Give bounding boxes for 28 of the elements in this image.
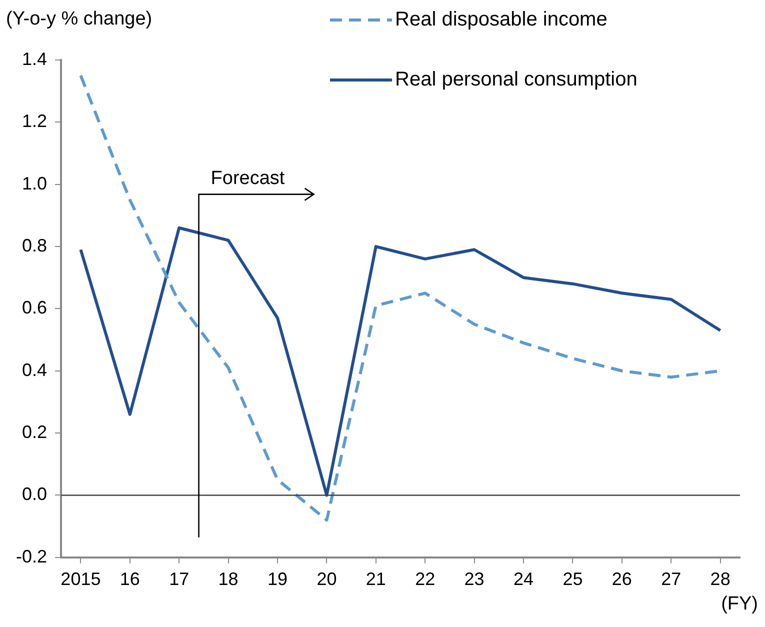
y-tick-label: 0.6 bbox=[22, 298, 48, 318]
y-tick-label: 1.2 bbox=[22, 111, 48, 132]
x-tick-label: 21 bbox=[366, 569, 386, 590]
x-tick-label: 25 bbox=[562, 569, 583, 590]
x-tick-label: 19 bbox=[267, 569, 288, 590]
x-tick-label: 23 bbox=[464, 569, 484, 590]
x-tick-label: 17 bbox=[169, 569, 190, 590]
x-axis-title: (FY) bbox=[721, 594, 758, 615]
y-tick-label: 0.2 bbox=[22, 422, 48, 442]
y-tick-label: 0.0 bbox=[22, 484, 48, 504]
y-tick-label: 1.4 bbox=[22, 48, 48, 69]
y-tick-label: 1.0 bbox=[22, 173, 48, 194]
x-tick-label: 27 bbox=[661, 569, 682, 590]
x-tick-label: 16 bbox=[120, 569, 140, 590]
x-tick-label: 20 bbox=[316, 569, 337, 590]
y-tick-label: 0.8 bbox=[22, 235, 48, 256]
ref-line-label: Forecast bbox=[210, 168, 286, 190]
x-tick-label: 22 bbox=[415, 569, 436, 590]
x-tick-label: 26 bbox=[612, 569, 632, 590]
x-tick-label: 2015 bbox=[60, 569, 101, 590]
y-tick-label: 0.4 bbox=[22, 360, 48, 380]
legend-label: Real disposable income bbox=[395, 8, 608, 31]
legend-label: Real personal consumption bbox=[395, 68, 638, 91]
x-tick-label: 24 bbox=[513, 569, 534, 590]
y-tick-label: -0.2 bbox=[16, 546, 48, 566]
x-tick-label: 28 bbox=[710, 569, 730, 590]
x-tick-label: 18 bbox=[218, 569, 238, 590]
y-axis-title: (Y-o-y % change) bbox=[6, 8, 152, 30]
